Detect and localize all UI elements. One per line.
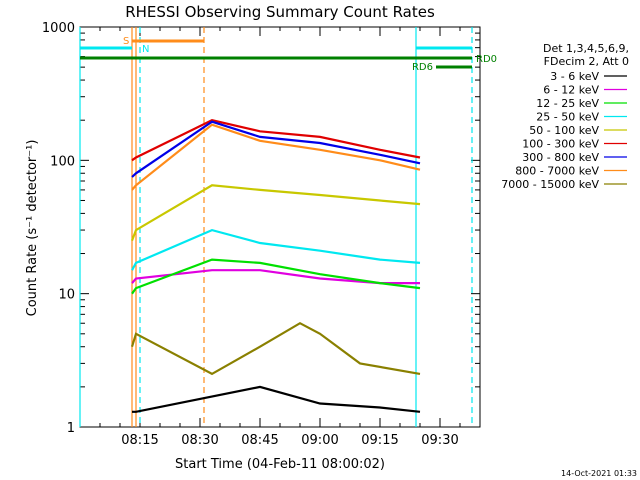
decimation-label-rd0: RD0 [476, 54, 497, 65]
legend-label: 50 - 100 keV [529, 124, 599, 137]
legend-label: 25 - 50 keV [536, 111, 599, 124]
series-line [131, 269, 420, 285]
plot-area: 1 10 100 1000 08:15 08:30 08:45 09:00 09:15 09:30… [42, 21, 497, 448]
legend-header: FDecim 2, Att 0 [544, 55, 629, 68]
series-line [131, 123, 421, 191]
y-tick-label: 1 [67, 421, 75, 436]
legend-header: Det 1,3,4,5,6,9, [543, 42, 629, 55]
y-tick-label: 1000 [42, 21, 75, 36]
x-tick-label: 09:00 [301, 433, 338, 448]
x-tick-label: 08:15 [121, 433, 158, 448]
legend-label: 12 - 25 keV [536, 97, 599, 110]
x-tick-label: 08:45 [241, 433, 278, 448]
legend-label: 800 - 7000 keV [515, 165, 599, 178]
legend-label: 3 - 6 keV [550, 70, 599, 83]
saa-flag-label: N [142, 44, 149, 55]
series-line [132, 385, 421, 413]
y-tick-label: 10 [58, 288, 75, 303]
legend: Det 1,3,4,5,6,9,FDecim 2, Att 0 3 - 6 keV… [501, 42, 629, 191]
x-tick-label: 09:30 [421, 433, 458, 448]
legend-label: 100 - 300 keV [522, 138, 599, 151]
legend-label: 300 - 800 keV [522, 151, 599, 164]
x-axis-label: Start Time (04-Feb-11 08:00:02) [175, 457, 385, 472]
x-tick-label: 08:30 [181, 433, 218, 448]
series-line [131, 120, 421, 178]
decimation-label-rd6: RD6 [412, 62, 433, 73]
legend-label: 7000 - 15000 keV [501, 178, 599, 191]
timestamp: 14-Oct-2021 01:33 [561, 469, 637, 478]
legend-label: 6 - 12 keV [543, 84, 599, 97]
x-tick-label: 09:15 [361, 433, 398, 448]
series-line [131, 119, 421, 162]
attenuator-flag-label: S [123, 36, 129, 47]
y-axis-label: Count Rate (s⁻¹ detector⁻¹) [25, 140, 40, 317]
series-line [131, 258, 421, 295]
series-line [130, 184, 421, 241]
series-line [131, 228, 421, 271]
chart-title: RHESSI Observing Summary Count Rates [125, 3, 435, 21]
y-tick-label: 100 [50, 154, 75, 169]
series-line [130, 321, 421, 376]
